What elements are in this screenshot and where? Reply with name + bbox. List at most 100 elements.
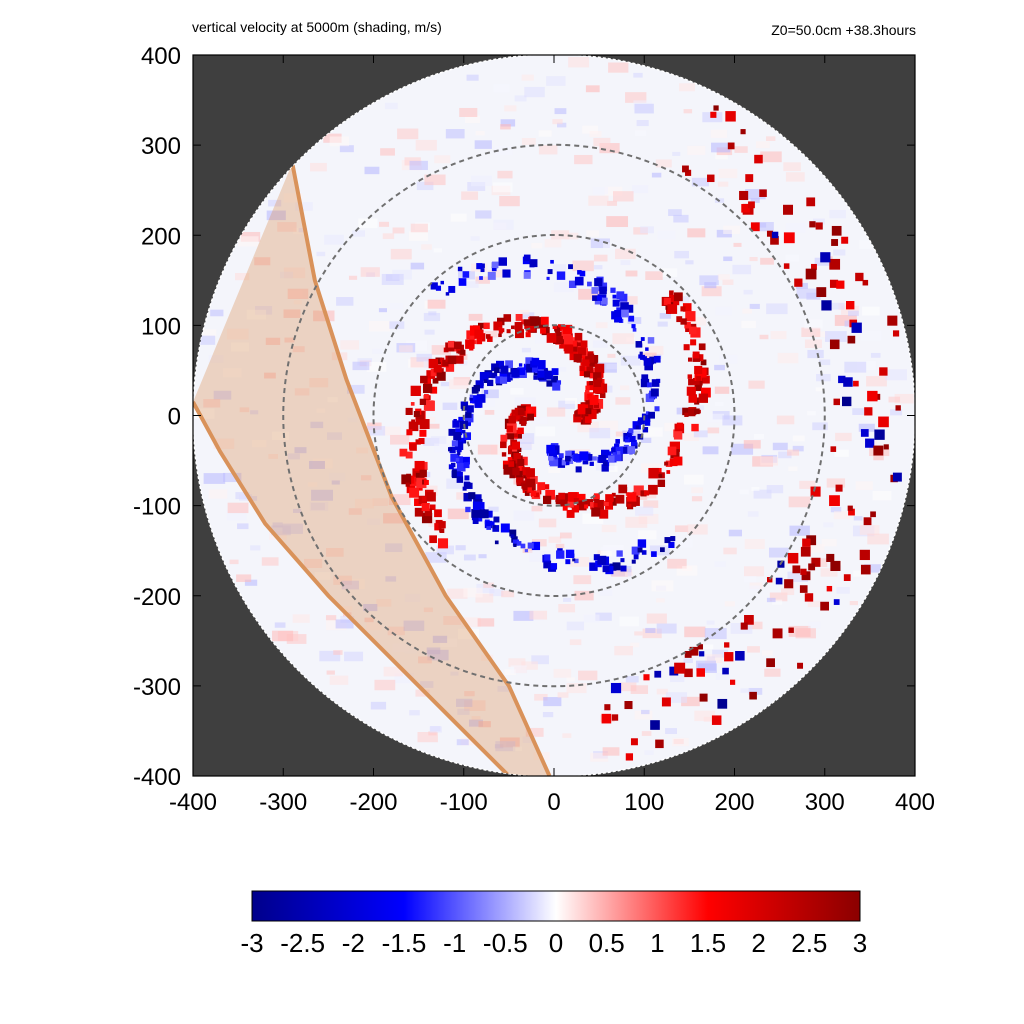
field-cell bbox=[574, 154, 593, 165]
field-cell bbox=[640, 226, 654, 234]
field-cell bbox=[654, 670, 662, 678]
field-cell bbox=[731, 443, 754, 455]
field-cell bbox=[765, 136, 776, 142]
field-cell bbox=[723, 225, 740, 234]
field-cell bbox=[689, 646, 699, 656]
field-cell bbox=[749, 303, 760, 309]
field-cell bbox=[724, 601, 735, 607]
field-cell bbox=[830, 560, 841, 571]
field-cell bbox=[409, 160, 428, 171]
field-cell bbox=[601, 464, 609, 472]
field-cell bbox=[806, 535, 817, 546]
field-cell bbox=[593, 493, 600, 500]
field-cell bbox=[686, 386, 696, 396]
field-cell bbox=[284, 337, 295, 343]
field-cell bbox=[503, 314, 512, 322]
field-cell bbox=[449, 379, 469, 389]
field-cell bbox=[564, 344, 574, 354]
field-cell bbox=[447, 508, 469, 520]
field-cell bbox=[354, 498, 375, 509]
field-cell bbox=[572, 260, 594, 272]
field-cell bbox=[500, 119, 516, 127]
field-cell bbox=[292, 614, 310, 623]
field-cell bbox=[309, 377, 329, 388]
field-cell bbox=[313, 310, 335, 322]
field-cell bbox=[683, 433, 699, 441]
field-cell bbox=[693, 430, 708, 438]
field-cell bbox=[456, 476, 464, 483]
field-cell bbox=[620, 446, 628, 454]
field-cell bbox=[759, 334, 769, 340]
field-cell bbox=[601, 449, 610, 459]
field-cell bbox=[311, 489, 334, 501]
x-tick-label: -300 bbox=[259, 789, 307, 816]
field-cell bbox=[372, 348, 383, 354]
field-cell bbox=[585, 408, 592, 415]
field-cell bbox=[767, 577, 773, 583]
field-cell bbox=[641, 709, 650, 715]
field-cell bbox=[522, 736, 536, 743]
field-cell bbox=[531, 505, 543, 512]
field-cell bbox=[699, 693, 708, 702]
field-cell bbox=[863, 517, 872, 526]
field-cell bbox=[638, 513, 659, 524]
field-cell bbox=[834, 314, 857, 326]
field-cell bbox=[522, 474, 527, 479]
field-cell bbox=[655, 159, 672, 168]
field-cell bbox=[589, 380, 594, 386]
chart-title: vertical velocity at 5000m (shading, m/s… bbox=[192, 19, 442, 35]
field-cell bbox=[673, 431, 683, 440]
field-cell bbox=[696, 376, 702, 381]
field-cell bbox=[637, 539, 647, 548]
field-cell bbox=[527, 487, 532, 492]
field-cell bbox=[656, 688, 668, 695]
field-cell bbox=[788, 627, 794, 633]
field-cell bbox=[630, 685, 649, 694]
field-cell bbox=[461, 617, 481, 627]
field-cell bbox=[657, 321, 668, 327]
field-cell bbox=[890, 409, 903, 416]
colorbar-tick-label: 1.5 bbox=[690, 928, 726, 958]
field-cell bbox=[583, 614, 600, 623]
field-cell bbox=[650, 720, 660, 730]
field-cell bbox=[665, 460, 673, 467]
field-cell bbox=[821, 300, 832, 311]
field-cell bbox=[838, 303, 852, 310]
field-cell bbox=[507, 457, 513, 462]
field-cell bbox=[546, 380, 553, 387]
field-cell bbox=[474, 140, 492, 149]
field-cell bbox=[599, 509, 609, 519]
field-cell bbox=[792, 435, 805, 442]
field-cell bbox=[465, 506, 471, 513]
field-cell bbox=[223, 472, 242, 483]
field-cell bbox=[439, 368, 444, 372]
field-cell bbox=[543, 484, 550, 490]
field-cell bbox=[405, 407, 413, 415]
field-cell bbox=[703, 644, 714, 650]
field-cell bbox=[679, 83, 695, 92]
field-cell bbox=[619, 616, 639, 627]
field-cell bbox=[625, 92, 647, 103]
field-cell bbox=[436, 371, 446, 381]
colorbar-tick-label: -2 bbox=[342, 928, 365, 958]
field-cell bbox=[611, 714, 619, 721]
field-cell bbox=[469, 395, 479, 404]
field-cell bbox=[420, 681, 434, 688]
field-cell bbox=[485, 334, 491, 339]
field-cell bbox=[788, 466, 798, 472]
field-cell bbox=[340, 615, 355, 623]
field-cell bbox=[464, 700, 486, 711]
field-cell bbox=[605, 501, 614, 510]
field-cell bbox=[610, 287, 616, 293]
field-cell bbox=[380, 148, 395, 156]
field-cell bbox=[715, 153, 728, 160]
field-cell bbox=[388, 494, 411, 506]
field-cell bbox=[366, 622, 382, 631]
field-cell bbox=[512, 433, 535, 445]
field-cell bbox=[816, 331, 828, 338]
field-cell bbox=[459, 107, 478, 118]
field-cell bbox=[521, 347, 531, 353]
field-cell bbox=[724, 652, 734, 662]
field-cell bbox=[787, 449, 800, 456]
field-cell bbox=[753, 433, 765, 439]
